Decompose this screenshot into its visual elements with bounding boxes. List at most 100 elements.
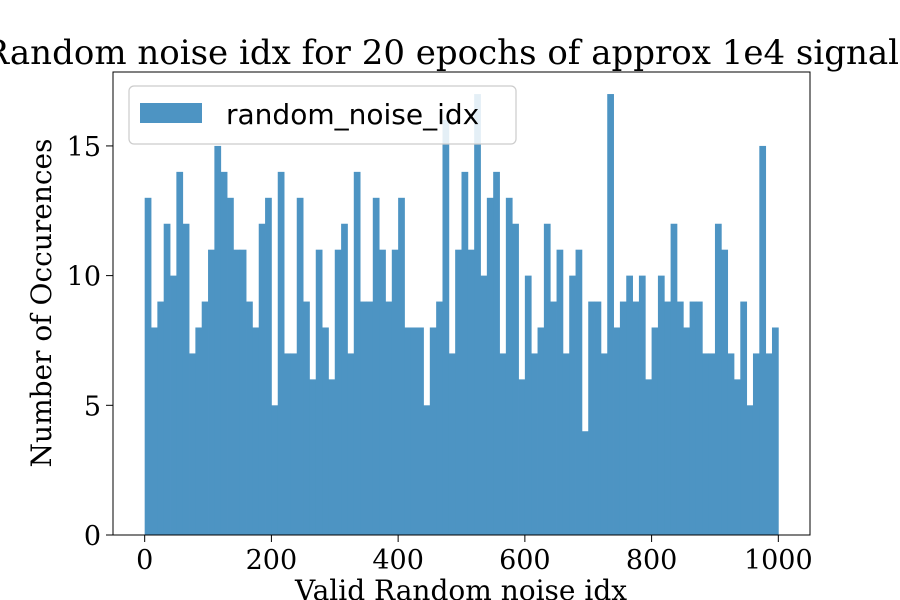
histogram-bar	[366, 301, 374, 535]
histogram-bar	[391, 249, 399, 536]
histogram-bar	[334, 249, 342, 536]
histogram-bars	[144, 94, 779, 536]
histogram-bar	[455, 249, 462, 536]
y-tick-label: 5	[84, 391, 101, 422]
histogram-bar	[328, 379, 336, 535]
histogram-bar	[588, 301, 595, 535]
histogram-bar	[233, 249, 241, 536]
histogram-bar	[290, 353, 298, 535]
y-axis-ticks: 0 5 10 15	[67, 132, 113, 552]
histogram-bar	[252, 327, 260, 535]
histogram-bar	[227, 197, 234, 535]
histogram-bar	[746, 405, 754, 535]
histogram-bar	[189, 353, 196, 535]
x-tick-label: 200	[246, 545, 298, 576]
y-axis-label: Number of Occurences	[25, 139, 58, 468]
histogram-bar	[277, 171, 285, 536]
histogram-bar	[341, 223, 348, 535]
x-tick-label: 1000	[744, 545, 813, 576]
histogram-bar	[651, 327, 659, 535]
histogram-bar	[537, 327, 545, 535]
y-tick-label: 10	[67, 262, 101, 293]
histogram-bar	[645, 379, 652, 535]
histogram-bar	[372, 197, 380, 535]
histogram-bar	[144, 197, 152, 535]
histogram-bar	[353, 171, 361, 536]
histogram-bar	[385, 301, 393, 535]
x-tick-label: 400	[372, 545, 424, 576]
histogram-bar	[322, 327, 329, 535]
histogram-bar	[303, 301, 310, 535]
histogram-bar	[442, 119, 450, 535]
histogram-bar	[727, 353, 735, 535]
histogram-bar	[638, 275, 646, 535]
histogram-bar	[607, 94, 614, 536]
histogram-bar	[733, 379, 741, 535]
histogram-bar	[220, 171, 228, 536]
histogram-bar	[676, 301, 684, 535]
histogram-bar	[594, 301, 602, 535]
histogram-bar	[315, 249, 323, 536]
histogram-bar	[258, 223, 266, 535]
histogram-bar	[480, 275, 488, 535]
x-tick-label: 600	[499, 545, 551, 576]
histogram-bar	[214, 145, 222, 535]
histogram-bar	[569, 275, 576, 535]
histogram-bar	[562, 353, 570, 535]
histogram-bar	[721, 249, 729, 536]
histogram-bar	[581, 431, 589, 535]
histogram-bar	[265, 197, 272, 535]
histogram-bar	[632, 301, 640, 535]
histogram-bar	[531, 353, 538, 535]
plot-frame	[112, 71, 811, 536]
histogram-bar	[309, 379, 317, 535]
histogram-bar	[410, 327, 418, 535]
x-axis-label: Valid Random noise idx	[294, 574, 627, 600]
histogram-bar	[771, 327, 779, 535]
histogram-bar	[689, 301, 697, 535]
histogram-bar	[664, 301, 671, 535]
histogram-bar	[708, 353, 716, 535]
histogram-bar	[657, 275, 665, 535]
histogram-bar	[436, 301, 443, 535]
histogram-bar	[759, 145, 767, 535]
histogram-bar	[518, 379, 526, 535]
histogram-bar	[417, 327, 424, 535]
histogram-bar	[448, 353, 456, 535]
legend: random_noise_idx	[128, 85, 517, 145]
histogram-bar	[524, 275, 532, 535]
histogram-bar	[201, 301, 209, 535]
histogram-bar	[714, 223, 722, 535]
histogram-bar	[499, 353, 507, 535]
x-tick-label: 800	[626, 545, 678, 576]
histogram-bar	[157, 301, 165, 535]
histogram-bar	[752, 353, 760, 535]
histogram-bar	[151, 327, 158, 535]
histogram-bar	[296, 197, 304, 535]
histogram-bar	[512, 223, 519, 535]
y-tick-label: 15	[67, 132, 101, 163]
histogram-bar	[360, 301, 367, 535]
histogram-bar	[670, 223, 678, 535]
histogram-bar	[208, 249, 215, 536]
histogram-bar	[486, 197, 494, 535]
histogram-bar	[543, 223, 551, 535]
legend-box	[128, 85, 517, 145]
histogram-bar	[423, 405, 431, 535]
histogram-bar	[284, 353, 291, 535]
histogram-bar	[461, 171, 469, 536]
histogram-bar	[404, 327, 412, 535]
legend-swatch	[140, 103, 202, 123]
histogram-bar	[556, 249, 564, 536]
histogram-bar	[474, 94, 481, 536]
histogram-bar	[271, 405, 279, 535]
histogram-bar	[429, 327, 437, 535]
x-tick-label: 0	[136, 545, 153, 576]
histogram-bar	[740, 301, 748, 535]
chart-title: Random noise idx for 20 epochs of approx…	[0, 33, 900, 73]
histogram-bar	[246, 301, 253, 535]
histogram-bar	[379, 249, 386, 536]
histogram-bar	[600, 353, 608, 535]
histogram-bar	[176, 171, 184, 536]
